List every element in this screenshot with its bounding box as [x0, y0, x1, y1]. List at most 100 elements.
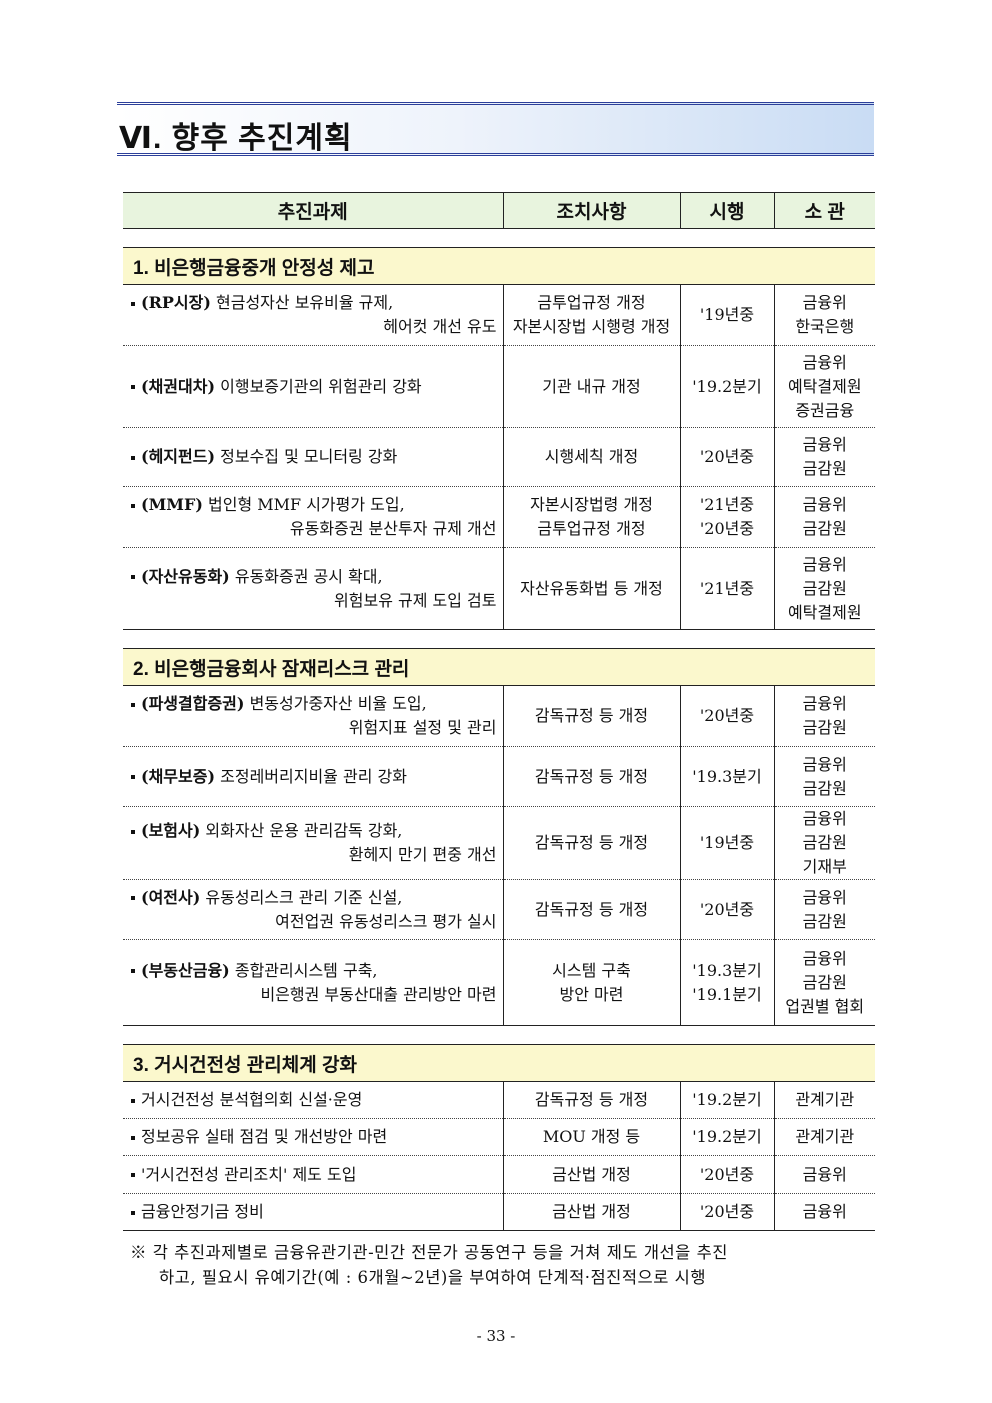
task-cell: (보험사) 외화자산 운용 관리감독 강화, 환헤지 만기 편중 개선 — [123, 806, 503, 880]
section-header: 2. 비은행금융회사 잠재리스크 관리 — [123, 648, 876, 686]
action-cell-line: 감독규정 등 개정 — [534, 766, 649, 786]
bullet-icon — [131, 503, 135, 508]
owner-cell: 금융위 — [773, 1155, 876, 1194]
task-text: 종합관리시스템 구축, — [234, 960, 378, 980]
task-text: 정보공유 실태 점검 및 개선방안 마련 — [141, 1127, 388, 1146]
owner-cell-line: 금감원 — [802, 833, 847, 852]
owner-cell-line: 금융위 — [802, 1202, 847, 1221]
bullet-icon — [131, 969, 135, 973]
table-row: '거시건전성 관리조치' 제도 도입 금산법 개정 '20년중 금융위 — [123, 1155, 876, 1194]
timing-cell-line: '20년중 — [699, 447, 755, 466]
task-tag: (채권대차) — [141, 376, 216, 396]
owner-cell-line: 금감원 — [802, 459, 847, 478]
table-row: (MMF) 법인형 MMF 시가평가 도입, 유동화증권 분산투자 규제 개선 자본… — [123, 486, 876, 548]
task-text: 금융안정기금 정비 — [141, 1202, 264, 1221]
timing-cell: '19년중 — [679, 284, 774, 346]
task-text-continued: 비은행권 부동산대출 관리방안 마련 — [260, 984, 497, 1004]
section-title: 3. 거시건전성 관리체계 강화 — [123, 1044, 876, 1082]
header-timing: 시행 — [679, 192, 774, 229]
timing-cell-line: '19.2분기 — [692, 1090, 762, 1109]
task-tag: (파생결합증권) — [141, 694, 245, 713]
bullet-icon — [131, 1135, 135, 1140]
owner-cell: 금융위 금감원 기재부 — [773, 806, 876, 880]
task-cell: 정보공유 실태 점검 및 개선방안 마련 — [123, 1118, 503, 1156]
task-tag: (채무보증) — [141, 766, 216, 786]
task-text: 이행보증기관의 위험관리 강화 — [220, 376, 422, 396]
owner-cell-line: 금융위 — [802, 694, 847, 713]
action-cell: 금산법 개정 — [502, 1155, 680, 1194]
timing-cell-line: '20년중 — [699, 899, 755, 919]
owner-cell-line: 금융위 — [802, 1164, 847, 1184]
owner-cell-line: 금융위 — [802, 352, 847, 372]
table-row: 금융안정기금 정비 금산법 개정 '20년중 금융위 — [123, 1193, 876, 1231]
table-row: (RP시장) 현금성자산 보유비율 규제, 헤어컷 개선 유도 금투업규정 개정 자본… — [123, 284, 876, 346]
timing-cell-line: '19년중 — [699, 305, 755, 324]
timing-cell-line: '21년중 — [699, 578, 755, 598]
bullet-icon — [131, 829, 135, 834]
owner-cell-line: 금융위 — [802, 554, 847, 574]
timing-cell-line: '19.1분기 — [692, 984, 762, 1004]
owner-cell: 금융위 금감원 — [773, 746, 876, 807]
task-text-continued: 여전업권 유동성리스크 평가 실시 — [275, 911, 497, 931]
owner-cell: 금융위 한국은행 — [773, 284, 876, 346]
owner-cell-line: 한국은행 — [795, 317, 855, 336]
timing-cell-line: '19.2분기 — [692, 376, 762, 396]
timing-cell-line: '21년중 — [699, 495, 755, 514]
action-cell-line: 감독규정 등 개정 — [534, 899, 649, 919]
task-tag: (여전사) — [141, 887, 201, 907]
owner-cell: 관계기관 — [773, 1081, 876, 1119]
table-row: 정보공유 실태 점검 및 개선방안 마련 MOU 개정 등 '19.2분기 관계기관 — [123, 1118, 876, 1156]
action-cell-line: 자본시장법 시행령 개정 — [512, 317, 671, 336]
task-tag: (보험사) — [141, 821, 201, 840]
task-cell: (채무보증) 조정레버리지비율 관리 강화 — [123, 746, 503, 807]
table-row: 거시건전성 분석협의회 신설·운영 감독규정 등 개정 '19.2분기 관계기관 — [123, 1081, 876, 1119]
action-cell-line: 감독규정 등 개정 — [534, 833, 649, 852]
owner-cell-line: 관계기관 — [795, 1127, 855, 1146]
timing-cell: '20년중 — [679, 1155, 774, 1194]
task-cell: 금융안정기금 정비 — [123, 1193, 503, 1231]
table-row: (파생결합증권) 변동성가중자산 비율 도입, 위험지표 설정 및 관리 감독규정 … — [123, 685, 876, 747]
owner-cell-line: 예탁결제원 — [787, 602, 862, 622]
timing-cell-line: '20년중 — [699, 706, 755, 725]
table-row: (부동산금융) 종합관리시스템 구축, 비은행권 부동산대출 관리방안 마련 시스템… — [123, 939, 876, 1026]
action-cell: 감독규정 등 개정 — [502, 879, 680, 940]
action-cell: 금투업규정 개정 자본시장법 시행령 개정 — [502, 284, 680, 346]
owner-cell: 금융위 금감원 예탁결제원 — [773, 547, 876, 630]
action-cell: 금산법 개정 — [502, 1193, 680, 1231]
task-text: 유동화증권 공시 확대, — [234, 566, 383, 586]
action-cell-line: 금산법 개정 — [552, 1202, 631, 1221]
task-text: 변동성가중자산 비율 도입, — [249, 694, 427, 713]
owner-cell-line: 금감원 — [802, 911, 847, 931]
footnote-line-1: ※ 각 추진과제별로 금융유관기관-민간 전문가 공동연구 등을 거쳐 제도 개… — [130, 1243, 728, 1262]
owner-cell-line: 금감원 — [802, 718, 847, 737]
timing-cell: '19.3분기 '19.1분기 — [679, 939, 774, 1026]
timing-cell: '19.2분기 — [679, 1118, 774, 1156]
owner-cell-line: 금감원 — [802, 519, 847, 538]
bullet-icon — [131, 896, 135, 900]
task-cell: (MMF) 법인형 MMF 시가평가 도입, 유동화증권 분산투자 규제 개선 — [123, 486, 503, 548]
action-cell: 감독규정 등 개정 — [502, 1081, 680, 1119]
timing-cell: '19년중 — [679, 806, 774, 880]
task-tag: (MMF) — [141, 495, 203, 514]
timing-cell-line: '19.2분기 — [692, 1127, 762, 1146]
task-text: 거시건전성 분석협의회 신설·운영 — [141, 1090, 363, 1109]
footnote: ※ 각 추진과제별로 금융유관기관-민간 전문가 공동연구 등을 거쳐 제도 개… — [130, 1240, 880, 1290]
owner-cell-line: 금융위 — [802, 887, 847, 907]
task-text: 정보수집 및 모니터링 강화 — [220, 447, 398, 466]
task-cell: (여전사) 유동성리스크 관리 기준 신설, 여전업권 유동성리스크 평가 실시 — [123, 879, 503, 940]
section-title: 2. 비은행금융회사 잠재리스크 관리 — [123, 648, 876, 686]
task-cell: (자산유동화) 유동화증권 공시 확대, 위험보유 규제 도입 검토 — [123, 547, 503, 630]
timing-cell: '19.3분기 — [679, 746, 774, 807]
timing-cell: '20년중 — [679, 879, 774, 940]
header-action: 조치사항 — [502, 192, 680, 229]
owner-cell-line: 금융위 — [802, 809, 847, 828]
owner-cell-line: 관계기관 — [795, 1090, 855, 1109]
owner-cell: 금융위 금감원 업권별 협회 — [773, 939, 876, 1026]
task-text-continued: 환헤지 만기 편중 개선 — [348, 845, 497, 864]
section-table: 2. 비은행금융회사 잠재리스크 관리 (파생결합증권) 변동성가중자산 비율 도… — [123, 648, 876, 1026]
timing-cell: '21년중 '20년중 — [679, 486, 774, 548]
action-cell-line: 시스템 구축 — [552, 960, 631, 980]
